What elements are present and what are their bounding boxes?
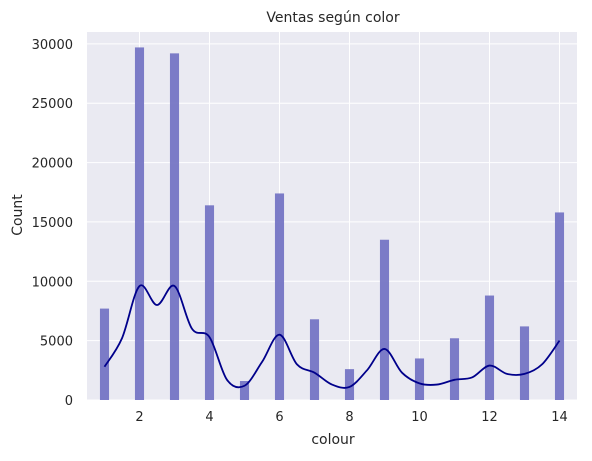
y-axis-label: Count <box>10 194 26 236</box>
bar <box>520 326 529 400</box>
bar <box>555 212 564 400</box>
y-tick-label: 0 <box>65 394 73 409</box>
x-tick-label: 8 <box>345 410 353 425</box>
bar <box>310 319 319 400</box>
y-tick-label: 20000 <box>32 157 73 172</box>
x-tick-label: 14 <box>551 410 568 425</box>
bar <box>380 240 389 400</box>
x-tick-label: 4 <box>205 410 213 425</box>
y-tick-label: 30000 <box>32 38 73 53</box>
bar <box>275 193 284 400</box>
bar <box>415 358 424 400</box>
bar <box>100 309 109 400</box>
y-tick-label: 15000 <box>32 216 73 231</box>
bar <box>205 205 214 400</box>
x-tick-label: 12 <box>481 410 498 425</box>
bar <box>450 338 459 400</box>
x-axis-label: colour <box>311 432 355 448</box>
bar <box>170 53 179 400</box>
y-tick-label: 25000 <box>32 97 73 112</box>
y-tick-labels: 0 5000 10000 15000 20000 25000 30000 <box>32 38 73 409</box>
bar <box>485 296 494 400</box>
x-tick-labels: 2 4 6 8 10 12 14 <box>135 410 567 425</box>
y-tick-label: 10000 <box>32 275 73 290</box>
y-tick-label: 5000 <box>40 335 73 350</box>
chart-title: Ventas según color <box>266 10 399 26</box>
x-tick-label: 2 <box>135 410 143 425</box>
plot-area <box>87 32 577 400</box>
x-tick-label: 6 <box>275 410 283 425</box>
x-tick-label: 10 <box>411 410 428 425</box>
bar <box>135 47 144 400</box>
